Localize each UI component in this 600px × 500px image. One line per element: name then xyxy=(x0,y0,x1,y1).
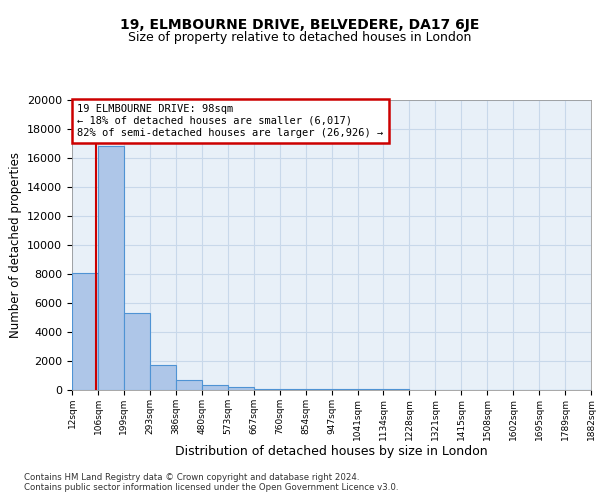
Bar xyxy=(124,313,150,390)
Bar xyxy=(72,272,98,390)
Bar xyxy=(202,385,228,390)
Text: Contains HM Land Registry data © Crown copyright and database right 2024.: Contains HM Land Registry data © Crown c… xyxy=(24,472,359,482)
Text: 19 ELMBOURNE DRIVE: 98sqm
← 18% of detached houses are smaller (6,017)
82% of se: 19 ELMBOURNE DRIVE: 98sqm ← 18% of detac… xyxy=(77,104,383,138)
Text: Size of property relative to detached houses in London: Size of property relative to detached ho… xyxy=(128,31,472,44)
Bar xyxy=(254,388,280,390)
Text: Contains public sector information licensed under the Open Government Licence v3: Contains public sector information licen… xyxy=(24,484,398,492)
Bar xyxy=(228,387,254,390)
Bar xyxy=(176,380,202,390)
Text: 19, ELMBOURNE DRIVE, BELVEDERE, DA17 6JE: 19, ELMBOURNE DRIVE, BELVEDERE, DA17 6JE xyxy=(121,18,479,32)
Bar xyxy=(280,389,305,390)
Bar xyxy=(98,146,124,390)
Y-axis label: Number of detached properties: Number of detached properties xyxy=(8,152,22,338)
X-axis label: Distribution of detached houses by size in London: Distribution of detached houses by size … xyxy=(175,446,488,458)
Bar xyxy=(150,366,176,390)
